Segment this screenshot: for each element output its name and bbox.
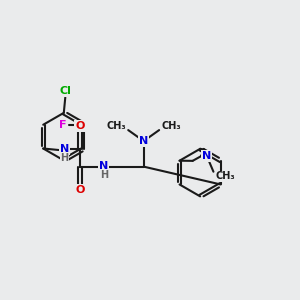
Text: F: F	[59, 120, 67, 130]
Text: O: O	[75, 121, 85, 131]
Text: CH₃: CH₃	[106, 121, 126, 131]
Text: N: N	[99, 161, 109, 171]
Text: H: H	[61, 153, 69, 163]
Text: CH₃: CH₃	[216, 172, 236, 182]
Text: N: N	[202, 151, 212, 161]
Text: O: O	[75, 185, 85, 195]
Text: H: H	[100, 170, 108, 180]
Text: N: N	[139, 136, 148, 146]
Text: CH₃: CH₃	[161, 121, 181, 131]
Text: N: N	[60, 144, 69, 154]
Text: Cl: Cl	[59, 86, 71, 96]
